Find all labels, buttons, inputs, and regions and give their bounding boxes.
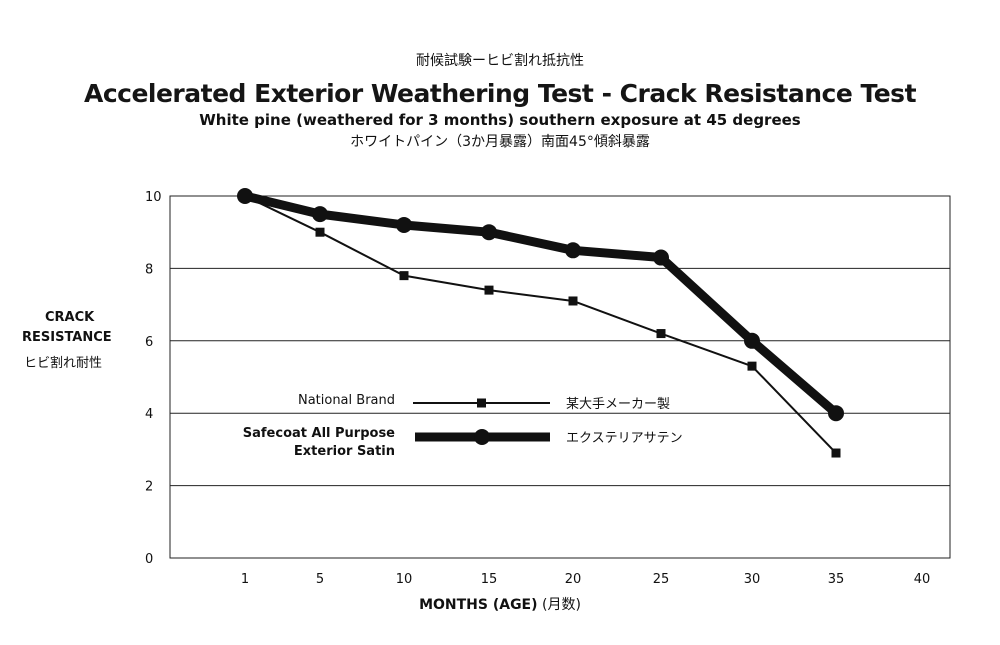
series-1-point-6 [656,329,666,339]
x-tick-label-5: 5 [316,572,324,587]
legend-label-safecoat-line2: Exterior Satin [294,444,395,459]
series-2-point-4 [481,224,497,241]
y-tick-label-0: 0 [145,552,153,567]
y-tick-labels: 0 2 4 6 8 10 [145,190,162,567]
x-tick-label-35: 35 [828,572,845,587]
series-1-point-7 [747,361,757,371]
series-1-point-4 [484,285,494,295]
series-2-point-5 [565,242,581,259]
x-tick-labels: 1 5 10 15 20 25 30 35 40 [241,572,930,587]
legend-label-national-brand: National Brand [298,393,395,408]
series-1-point-8 [831,448,841,458]
series-2-point-8 [828,405,844,422]
legend-marker-national-brand [477,398,486,408]
chart-subtitle: White pine (weathered for 3 months) sout… [199,111,801,129]
chart-title: Accelerated Exterior Weathering Test - C… [83,79,917,108]
y-tick-label-8: 8 [145,262,153,277]
legend-marker-safecoat [474,429,490,445]
y-axis-label-jp: ヒビ割れ耐性 [24,356,103,371]
y-tick-label-2: 2 [145,480,153,495]
x-tick-label-10: 10 [396,572,413,587]
x-tick-label-20: 20 [565,572,582,587]
x-tick-label-30: 30 [744,572,761,587]
series-2-point-3 [396,216,412,233]
series-1-point-5 [568,296,578,306]
data-series [237,188,844,458]
y-tick-label-10: 10 [145,190,162,205]
y-axis-label-line2: RESISTANCE [22,330,112,345]
legend: National Brand 某大手メーカー製 Safecoat All Purpo… [243,393,683,459]
series-line-1 [244,195,837,455]
x-axis-label-en: MONTHS (AGE) [419,597,538,613]
chart-title-jp: 耐候試験ーヒビ割れ抵抗性 [416,53,584,69]
series-2-point-7 [744,332,760,349]
grid-lines [169,195,951,559]
y-tick-label-6: 6 [145,335,153,350]
series-2-point-6 [653,249,669,266]
legend-label-safecoat-line1: Safecoat All Purpose [243,426,395,441]
legend-label-safecoat-jp: エクステリアサテン [566,431,683,446]
series-1-point-2 [315,227,325,237]
x-tick-label-40: 40 [914,572,931,587]
series-1-point-3 [399,271,409,281]
x-tick-label-15: 15 [481,572,498,587]
plot-frame [169,195,951,559]
series-line-2 [240,191,841,418]
y-axis-label-line1: CRACK [45,310,95,325]
series-2-point-2 [312,206,328,223]
x-axis-label-jp: (月数) [541,597,581,613]
x-tick-label-25: 25 [653,572,670,587]
y-tick-label-4: 4 [145,407,153,422]
legend-label-national-brand-jp: 某大手メーカー製 [566,397,670,412]
chart-subtitle-jp: ホワイトパイン（3か月暴露）南面45°傾斜暴露 [350,134,650,150]
x-axis-label: MONTHS (AGE) (月数) [0,594,1000,614]
x-tick-label-1: 1 [241,572,249,587]
series-2-point-1 [237,188,253,204]
